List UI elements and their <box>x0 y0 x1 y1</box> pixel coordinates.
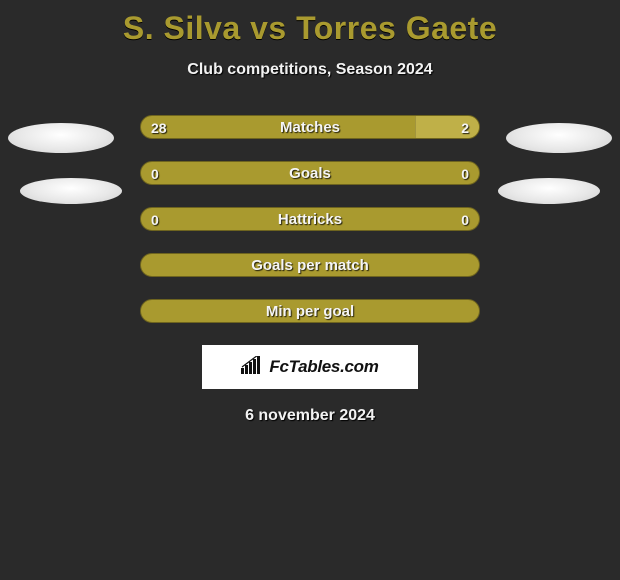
player-right-avatar-row2 <box>498 178 600 204</box>
stat-bar-right-value: 0 <box>451 208 479 231</box>
stat-bar-label: Goals per match <box>141 254 479 277</box>
stat-bar-label: Hattricks <box>141 208 479 231</box>
stat-bar-left-value: 0 <box>141 162 169 185</box>
logo-text: FcTables.com <box>269 357 378 377</box>
source-logo: FcTables.com <box>202 345 418 389</box>
stat-bar: Goals per match <box>140 253 480 277</box>
stat-bar-right-segment <box>415 116 479 138</box>
stat-bar-label: Goals <box>141 162 479 185</box>
stat-bar-right-value: 0 <box>451 162 479 185</box>
player-left-avatar-row2 <box>20 178 122 204</box>
page-title: S. Silva vs Torres Gaete <box>0 0 620 47</box>
stat-bar: Goals0 0 <box>140 161 480 185</box>
stat-bar: Matches282 <box>140 115 480 139</box>
player-left-avatar-row1 <box>8 123 114 153</box>
bar-chart-icon <box>241 356 263 379</box>
stat-bar-left-value: 0 <box>141 208 169 231</box>
stat-bar-label: Min per goal <box>141 300 479 323</box>
date-line: 6 november 2024 <box>0 407 620 425</box>
comparison-bars: Matches282Goals00Hattricks00Goals per ma… <box>140 115 480 323</box>
stat-bar: Hattricks0 0 <box>140 207 480 231</box>
subtitle: Club competitions, Season 2024 <box>0 61 620 79</box>
stat-bar: Min per goal <box>140 299 480 323</box>
stat-bar-left-value: 28 <box>141 116 177 139</box>
player-right-avatar-row1 <box>506 123 612 153</box>
